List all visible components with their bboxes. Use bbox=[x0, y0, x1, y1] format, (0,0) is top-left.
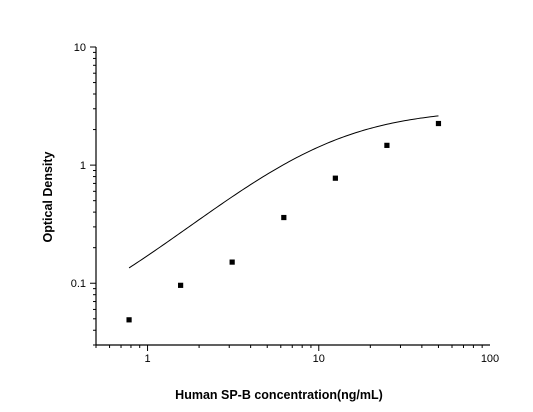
x-tick-label: 1 bbox=[144, 353, 150, 365]
y-tick-label: 10 bbox=[74, 42, 86, 54]
data-point bbox=[281, 214, 287, 221]
y-tick-label: 1 bbox=[80, 160, 86, 172]
data-points bbox=[126, 120, 442, 323]
y-tick-label: 0.1 bbox=[71, 278, 86, 290]
x-tick-label: 10 bbox=[313, 353, 325, 365]
data-point bbox=[384, 142, 390, 148]
data-point bbox=[332, 175, 338, 181]
x-tick-label: 100 bbox=[481, 353, 499, 365]
data-point bbox=[435, 120, 442, 127]
y-axis-title: Optical Density bbox=[41, 151, 55, 242]
fit-curve bbox=[128, 115, 439, 269]
data-point bbox=[229, 259, 235, 265]
axes: 1 10 100 0.1 1 10 bbox=[71, 42, 499, 365]
data-point bbox=[126, 317, 132, 323]
data-point bbox=[178, 282, 184, 288]
x-axis-title: Human SP-B concentration(ng/mL) bbox=[175, 388, 383, 402]
fit-curve-layer bbox=[128, 115, 439, 269]
